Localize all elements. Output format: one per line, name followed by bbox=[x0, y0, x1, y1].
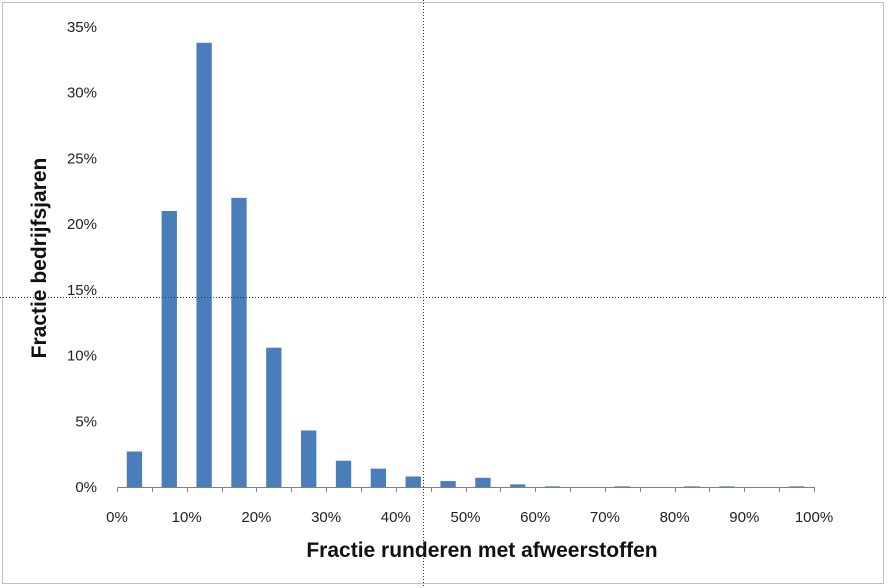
y-tick-label: 15% bbox=[67, 282, 97, 299]
bar bbox=[544, 486, 561, 487]
bar bbox=[684, 486, 700, 487]
x-axis-title: Fractie runderen met afweerstoffen bbox=[306, 539, 657, 562]
x-tick-label: 0% bbox=[106, 509, 128, 526]
bar bbox=[788, 486, 805, 487]
bar bbox=[405, 476, 421, 487]
bar bbox=[231, 197, 247, 487]
x-tick-labels: 0% 10% 20% 30% 40% 50% 60% 70% 80% 90% 100% bbox=[106, 509, 833, 526]
x-tick-label: 100% bbox=[795, 509, 833, 526]
y-tick-label: 10% bbox=[67, 348, 97, 365]
bar bbox=[335, 460, 352, 487]
x-tick-label: 70% bbox=[590, 509, 620, 526]
y-tick-label: 20% bbox=[67, 216, 97, 233]
bar bbox=[196, 42, 212, 488]
y-tick-label: 5% bbox=[75, 413, 97, 430]
y-tick-label: 0% bbox=[75, 479, 97, 496]
y-tick-label: 35% bbox=[67, 19, 97, 36]
x-tick-label: 50% bbox=[450, 509, 480, 526]
bar bbox=[266, 347, 282, 487]
x-tick-marks bbox=[117, 487, 815, 492]
bar bbox=[510, 484, 526, 487]
bar bbox=[719, 486, 735, 487]
x-tick-label: 60% bbox=[520, 509, 550, 526]
y-axis-title: Fractie bedrijfsjaren bbox=[28, 158, 51, 359]
y-tick-label: 30% bbox=[67, 85, 97, 102]
bar bbox=[301, 430, 317, 487]
x-tick-label: 40% bbox=[381, 509, 411, 526]
x-tick-label: 90% bbox=[729, 509, 759, 526]
bar bbox=[440, 481, 456, 487]
y-tick-label: 25% bbox=[67, 150, 97, 167]
x-tick-label: 80% bbox=[660, 509, 690, 526]
x-tick-label: 30% bbox=[311, 509, 341, 526]
bar bbox=[161, 211, 177, 487]
bar bbox=[370, 468, 387, 487]
bars-group bbox=[126, 42, 805, 488]
bar bbox=[614, 486, 630, 487]
x-tick-label: 10% bbox=[172, 509, 202, 526]
bar bbox=[475, 477, 491, 487]
bar bbox=[126, 451, 143, 487]
y-tick-labels: 0% 5% 10% 15% 20% 25% 30% 35% bbox=[67, 19, 97, 496]
x-tick-label: 20% bbox=[241, 509, 271, 526]
